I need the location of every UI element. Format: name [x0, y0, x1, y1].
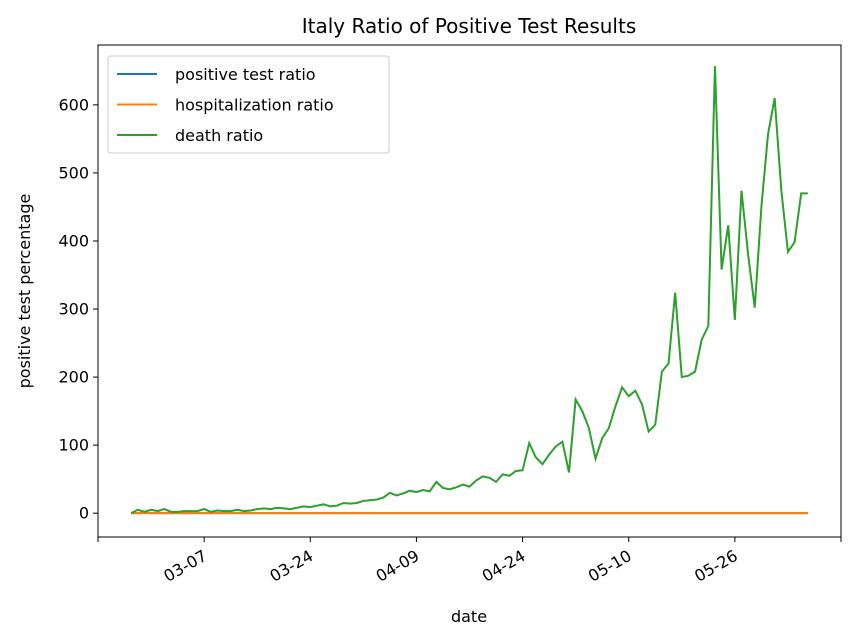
legend-label: positive test ratio: [175, 65, 316, 84]
y-axis-label: positive test percentage: [15, 194, 34, 389]
y-tick-label: 200: [58, 368, 89, 387]
x-tick-label: 03-24: [267, 546, 317, 586]
x-tick-label: 04-24: [479, 546, 529, 586]
legend-label: hospitalization ratio: [175, 96, 334, 115]
x-tick-label: 03-07: [160, 546, 210, 586]
x-tick-label: 05-26: [691, 546, 741, 586]
plot-area: [97, 44, 842, 538]
y-tick-label: 100: [58, 436, 89, 455]
y-tick-label: 500: [58, 163, 89, 182]
line-series: [130, 66, 808, 515]
x-tick-label: 04-09: [373, 546, 423, 586]
y-tick-label: 600: [58, 95, 89, 114]
y-tick-label: 400: [58, 231, 89, 250]
chart-title: Italy Ratio of Positive Test Results: [302, 14, 637, 38]
y-tick-label: 300: [58, 300, 89, 319]
x-axis-label: date: [451, 607, 487, 626]
legend-label: death ratio: [175, 126, 263, 145]
legend-box: [107, 55, 390, 154]
x-tick-label: 05-10: [585, 546, 635, 586]
y-tick-label: 0: [79, 504, 89, 523]
